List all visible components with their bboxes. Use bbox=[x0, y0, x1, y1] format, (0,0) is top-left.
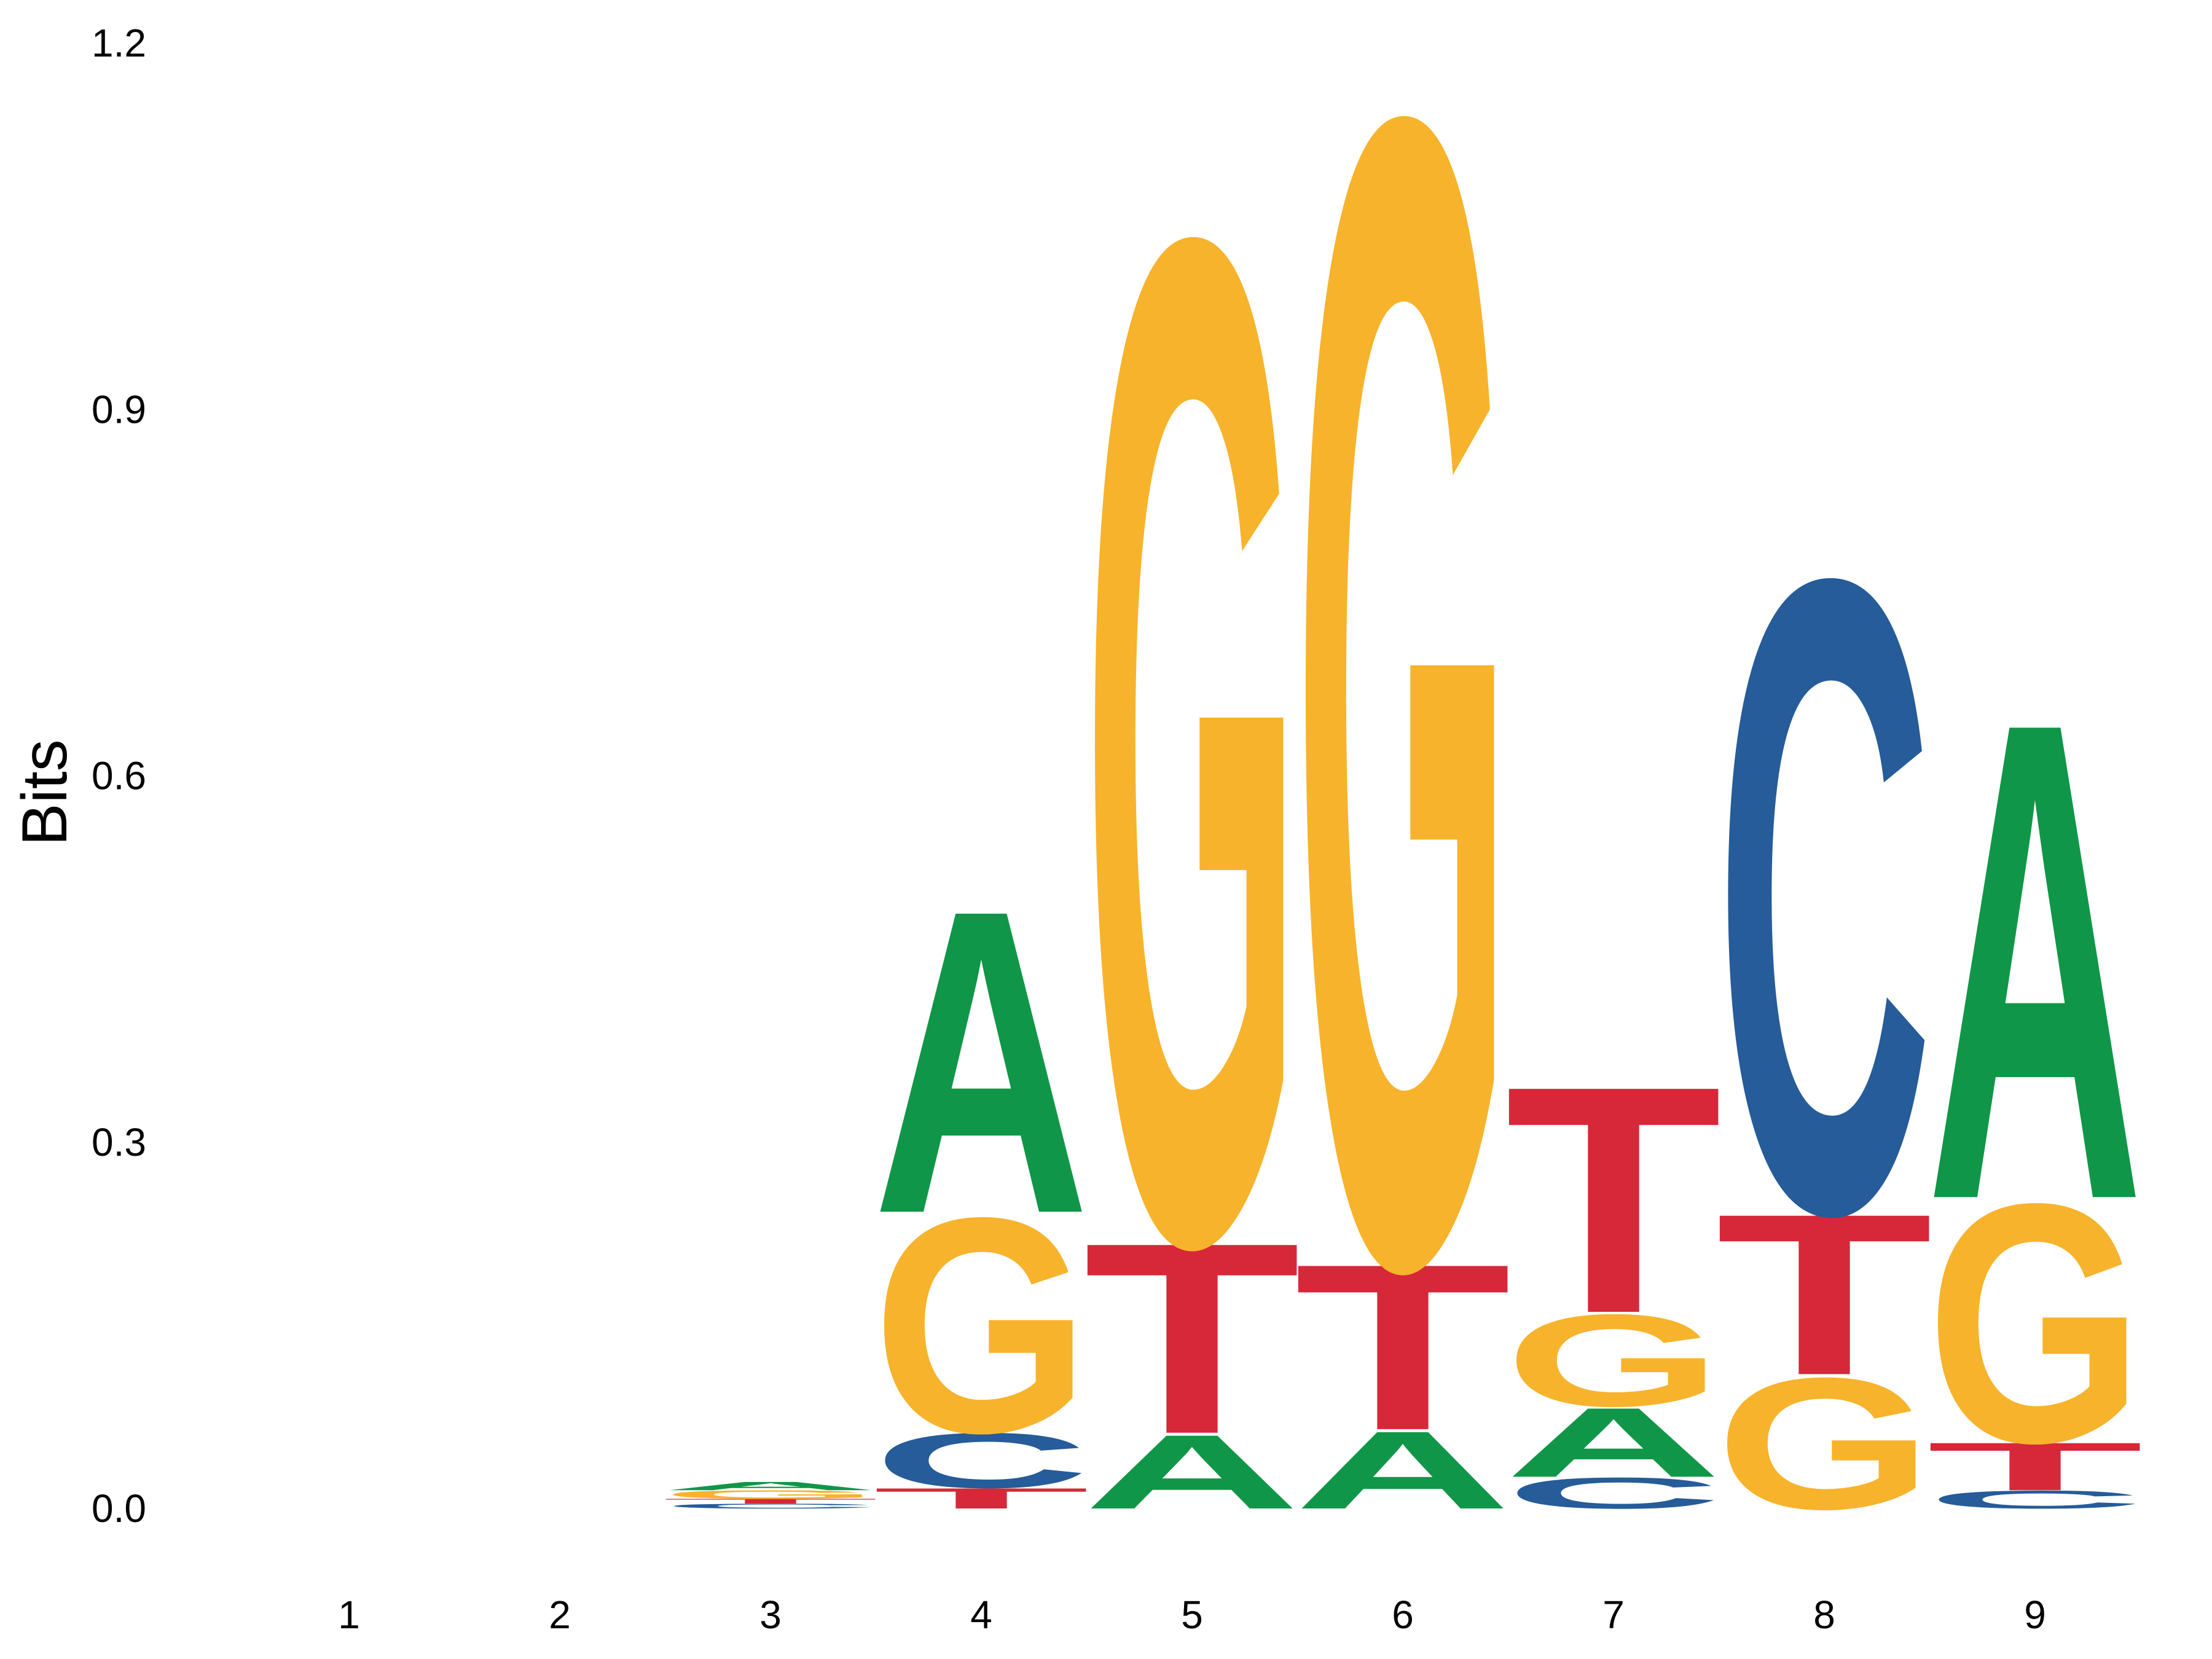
y-tick-label: 0.9 bbox=[92, 387, 146, 431]
x-tick-label: 3 bbox=[759, 1593, 782, 1637]
logo-letter-a: A bbox=[1926, 579, 2143, 1342]
logo-letter-c: C bbox=[1716, 392, 1932, 1402]
x-tick-label: 9 bbox=[2024, 1593, 2046, 1637]
logo-letter-g: G bbox=[1505, 1287, 1722, 1433]
logo-letter-a: A bbox=[1083, 1413, 1300, 1531]
x-tick-label: 2 bbox=[549, 1593, 571, 1637]
logo-letter-t: T bbox=[662, 1497, 879, 1505]
logo-letter-t: T bbox=[1505, 1019, 1722, 1381]
logo-letter-c: C bbox=[1926, 1485, 2143, 1514]
logo-letter-a: A bbox=[1294, 1408, 1511, 1532]
logo-letter-g: G bbox=[1294, 0, 1511, 1607]
logo-letter-g: G bbox=[1926, 1133, 2143, 1514]
letter-stack: ATG bbox=[1083, 0, 1300, 1541]
logo-letter-t: T bbox=[1716, 1166, 1932, 1423]
logo-letter-g: G bbox=[1083, 0, 1300, 1541]
logo-letter-t: T bbox=[1926, 1429, 2143, 1505]
logo-letter-a: A bbox=[873, 820, 1089, 1304]
y-tick-label: 0.0 bbox=[92, 1486, 146, 1531]
logo-letter-g: G bbox=[873, 1155, 1089, 1497]
logo-letter-c: C bbox=[873, 1416, 1089, 1504]
letter-stack: ATG bbox=[1294, 0, 1511, 1607]
y-axis: 0.0 0.3 0.6 0.9 1.2 bbox=[92, 21, 146, 1531]
x-tick-label: 8 bbox=[1813, 1593, 1835, 1637]
x-axis: 1 2 3 4 5 6 7 8 9 bbox=[338, 1593, 2046, 1637]
y-axis-title: Bits bbox=[9, 739, 80, 845]
logo-letter-t: T bbox=[873, 1482, 1089, 1515]
logo-letter-c: C bbox=[662, 1502, 879, 1510]
logo-letter-g: G bbox=[1716, 1339, 1932, 1549]
x-tick-label: 1 bbox=[338, 1593, 360, 1637]
y-tick-label: 0.6 bbox=[92, 754, 146, 798]
logo-letter-a: A bbox=[1505, 1387, 1722, 1498]
x-tick-label: 4 bbox=[970, 1593, 992, 1637]
y-tick-label: 1.2 bbox=[92, 21, 146, 65]
logo-letter-g: G bbox=[662, 1488, 879, 1502]
logo-letter-t: T bbox=[1083, 1186, 1300, 1491]
x-tick-label: 7 bbox=[1602, 1593, 1625, 1637]
x-tick-label: 6 bbox=[1392, 1593, 1414, 1637]
logo-letter-c: C bbox=[1505, 1469, 1722, 1518]
logo-letter-a: A bbox=[662, 1480, 879, 1493]
letter-stack: GTC bbox=[1716, 392, 1932, 1548]
logo-letter-t: T bbox=[1294, 1215, 1511, 1480]
y-tick-label: 0.3 bbox=[92, 1120, 146, 1164]
x-tick-label: 5 bbox=[1181, 1593, 1203, 1637]
